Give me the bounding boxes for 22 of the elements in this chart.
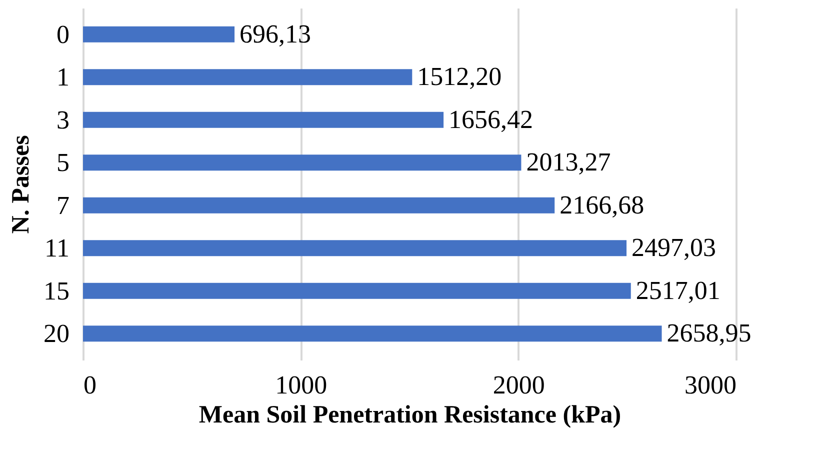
x-tick-label: 0 [84,370,96,400]
y-tick-label: 20 [44,319,70,348]
data-label: 2658,95 [666,318,752,348]
data-label: 2166,68 [560,190,644,220]
y-tick-label: 15 [44,276,70,306]
y-tick-label: 1 [56,62,70,92]
data-label: 2013,27 [526,148,611,177]
x-tick-label: 1000 [275,370,328,400]
x-tick-label: 2000 [492,370,545,400]
data-label: 696,13 [240,19,312,48]
data-label: 2497,03 [632,233,716,262]
y-tick-label: 5 [56,148,70,178]
x-axis-title: Mean Soil Penetration Resistance (kPa) [198,402,622,428]
x-tick-label: 3000 [684,370,736,400]
y-axis-title: N. Passes [8,134,34,234]
data-label: 1512,20 [417,62,502,92]
y-tick-label: 0 [56,20,70,49]
y-tick-label: 11 [44,234,70,263]
y-tick-label: 3 [56,105,70,134]
y-tick-label: 7 [56,190,70,220]
data-label: 2517,01 [636,276,720,305]
data-label: 1656,42 [448,104,534,134]
